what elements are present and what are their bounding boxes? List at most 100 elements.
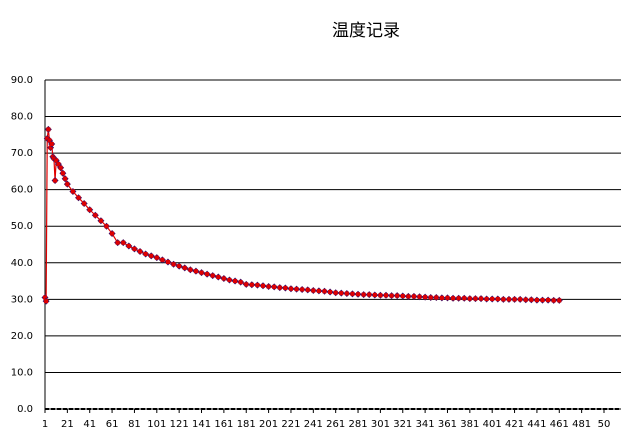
x-tick-label: 201: [259, 419, 278, 430]
data-marker-square: [49, 141, 54, 146]
data-marker-square: [51, 156, 56, 161]
data-marker-square: [400, 294, 405, 299]
data-marker-square: [199, 270, 204, 275]
data-marker-square: [216, 275, 221, 280]
data-marker-square: [154, 255, 159, 260]
data-marker-square: [479, 296, 484, 301]
data-marker-square: [54, 158, 59, 163]
data-marker-square: [46, 127, 51, 132]
data-marker-square: [356, 292, 361, 297]
data-marker-square: [300, 287, 305, 292]
data-marker-square: [93, 213, 98, 218]
x-tick-label: 481: [572, 419, 591, 430]
data-marker-square: [518, 297, 523, 302]
data-marker-square: [272, 284, 277, 289]
data-marker-square: [557, 298, 562, 303]
data-marker-square: [182, 265, 187, 270]
data-marker-square: [361, 292, 366, 297]
y-tick-label: 20.0: [11, 331, 33, 342]
data-marker-square: [439, 295, 444, 300]
data-marker-square: [115, 240, 120, 245]
data-marker-square: [70, 189, 75, 194]
data-marker-square: [47, 138, 52, 143]
chart-title: 温度记录: [332, 21, 400, 41]
data-marker-square: [389, 293, 394, 298]
x-tick-label: 421: [505, 419, 524, 430]
data-marker-square: [417, 294, 422, 299]
data-marker-square: [294, 287, 299, 292]
data-marker-square: [467, 296, 472, 301]
data-marker-square: [165, 260, 170, 265]
x-tick-label: 221: [281, 419, 300, 430]
data-marker-square: [406, 294, 411, 299]
data-marker-square: [328, 290, 333, 295]
data-marker-square: [143, 252, 148, 257]
x-tick-label: 341: [416, 419, 435, 430]
data-marker-square: [244, 282, 249, 287]
data-marker-square: [76, 195, 81, 200]
data-marker-square: [82, 201, 87, 206]
data-marker-square: [233, 279, 238, 284]
data-marker-square: [540, 298, 545, 303]
y-tick-label: 50.0: [11, 221, 33, 232]
y-tick-label: 30.0: [11, 294, 33, 305]
data-marker-square: [534, 298, 539, 303]
data-marker-square: [48, 145, 53, 150]
data-marker-square: [63, 176, 68, 181]
data-marker-square: [423, 295, 428, 300]
y-tick-label: 10.0: [11, 367, 33, 378]
data-marker-square: [65, 182, 70, 187]
x-tick-label: 81: [128, 419, 141, 430]
data-marker-square: [110, 231, 115, 236]
data-marker-square: [490, 296, 495, 301]
data-marker-square: [261, 283, 266, 288]
data-marker-square: [322, 289, 327, 294]
data-marker-square: [333, 290, 338, 295]
x-tick-label: 441: [527, 419, 546, 430]
data-marker-square: [44, 299, 49, 304]
x-tick-label: 101: [147, 419, 166, 430]
data-marker-square: [506, 297, 511, 302]
x-tick-label: 181: [237, 419, 256, 430]
data-marker-square: [383, 293, 388, 298]
data-marker-square: [529, 297, 534, 302]
data-marker-square: [339, 291, 344, 296]
x-tick-label: 161: [214, 419, 233, 430]
data-marker-square: [434, 295, 439, 300]
data-marker-square: [193, 269, 198, 274]
data-marker-square: [138, 249, 143, 254]
y-tick-label: 70.0: [11, 148, 33, 159]
data-marker-square: [411, 294, 416, 299]
x-tick-label: 50: [598, 419, 611, 430]
x-tick-label: 61: [106, 419, 119, 430]
data-marker-square: [283, 286, 288, 291]
y-tick-label: 40.0: [11, 258, 33, 269]
data-marker-square: [367, 292, 372, 297]
x-tick-label: 141: [192, 419, 211, 430]
x-tick-label: 281: [348, 419, 367, 430]
x-tick-label: 1: [42, 419, 48, 430]
data-marker-square: [56, 162, 61, 167]
data-marker-square: [210, 273, 215, 278]
data-marker-square: [445, 295, 450, 300]
data-marker-square: [451, 296, 456, 301]
data-marker-square: [177, 264, 182, 269]
y-tick-label: 90.0: [11, 75, 33, 86]
data-marker-square: [149, 253, 154, 258]
data-marker-square: [473, 296, 478, 301]
data-marker-square: [378, 293, 383, 298]
x-tick-label: 21: [61, 419, 74, 430]
data-marker-square: [249, 282, 254, 287]
data-marker-square: [255, 283, 260, 288]
data-marker-square: [58, 165, 63, 170]
data-marker-square: [43, 295, 47, 300]
data-marker-square: [238, 280, 243, 285]
x-tick-label: 261: [326, 419, 345, 430]
data-marker-square: [512, 297, 517, 302]
data-marker-square: [160, 257, 165, 262]
data-marker-square: [484, 296, 489, 301]
data-marker-square: [205, 272, 210, 277]
x-tick-label: 381: [460, 419, 479, 430]
data-marker-square: [277, 285, 282, 290]
